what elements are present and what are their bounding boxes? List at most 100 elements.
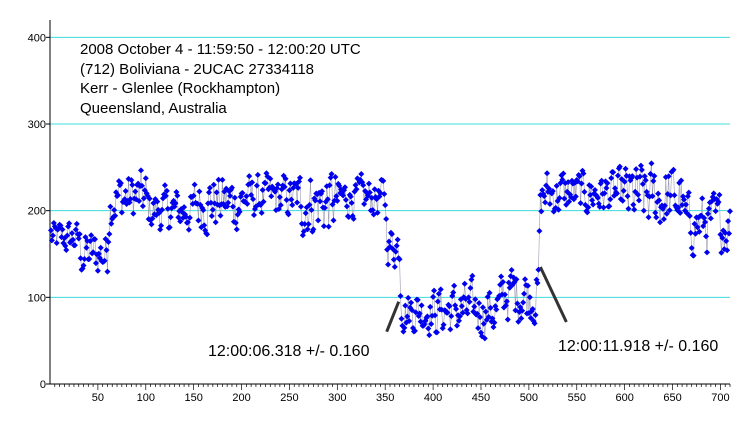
data-point — [128, 177, 135, 184]
data-point — [196, 188, 203, 195]
data-point — [402, 302, 409, 309]
data-point — [417, 318, 424, 325]
data-point — [233, 226, 240, 233]
data-point — [297, 203, 304, 210]
data-point — [486, 289, 493, 296]
data-point — [321, 204, 328, 211]
data-point — [73, 220, 80, 227]
data-point — [53, 240, 60, 247]
annotation-leader-2 — [539, 266, 568, 323]
data-point — [600, 204, 607, 211]
data-point — [48, 237, 55, 244]
data-point — [425, 325, 432, 332]
data-point — [92, 236, 99, 243]
reappearance-time-annotation: 12:00:11.918 +/- 0.160 — [558, 338, 719, 355]
data-point — [115, 192, 121, 199]
data-point — [181, 204, 188, 211]
data-point — [365, 180, 372, 187]
data-point — [405, 294, 412, 301]
data-point — [137, 167, 144, 174]
data-point — [104, 268, 111, 275]
data-point — [519, 307, 526, 314]
data-point — [394, 236, 401, 243]
data-point — [585, 204, 592, 211]
data-point — [190, 192, 197, 199]
data-point — [64, 232, 71, 239]
data-point — [464, 310, 471, 317]
data-point — [677, 209, 684, 216]
data-point — [641, 173, 648, 180]
data-point — [433, 329, 440, 336]
data-point — [167, 214, 174, 221]
data-point — [397, 293, 404, 300]
data-point — [231, 194, 238, 201]
data-point — [258, 209, 265, 216]
data-point — [315, 217, 322, 224]
data-point — [475, 325, 482, 332]
x-tick-label: 650 — [663, 392, 681, 404]
data-point — [588, 183, 595, 190]
data-point — [491, 319, 498, 326]
data-point — [366, 189, 373, 196]
data-point — [614, 172, 621, 179]
data-point — [508, 266, 515, 273]
data-point — [660, 216, 667, 223]
x-tick-label: 300 — [328, 392, 346, 404]
data-point — [724, 247, 731, 254]
data-point — [248, 191, 255, 198]
data-point — [249, 179, 256, 186]
data-point — [671, 192, 678, 199]
data-point — [459, 309, 466, 316]
data-point — [130, 210, 137, 217]
data-point — [69, 230, 76, 237]
data-point — [139, 203, 146, 210]
data-point — [177, 218, 184, 225]
data-point — [319, 188, 325, 195]
data-point — [381, 191, 388, 198]
data-point — [172, 200, 179, 207]
data-point — [243, 193, 250, 200]
data-point — [476, 300, 483, 307]
x-tick-label: 600 — [615, 392, 633, 404]
data-point — [596, 203, 603, 210]
data-point — [480, 320, 487, 327]
data-point — [227, 192, 234, 199]
data-point — [310, 226, 317, 233]
data-point — [529, 306, 536, 313]
data-point — [435, 290, 442, 297]
data-point — [334, 197, 341, 204]
data-point — [416, 310, 423, 317]
data-point — [472, 296, 479, 303]
data-point — [694, 224, 701, 231]
data-point — [455, 317, 462, 324]
data-point — [350, 215, 357, 222]
data-point — [578, 180, 585, 187]
data-point — [653, 214, 660, 221]
data-point — [667, 192, 674, 199]
data-point — [604, 180, 611, 187]
data-point — [696, 228, 703, 235]
data-point — [665, 173, 672, 180]
data-point — [386, 238, 393, 245]
data-point — [358, 171, 365, 178]
data-point — [296, 174, 303, 181]
data-point — [225, 199, 232, 206]
data-point — [212, 219, 219, 226]
data-point — [466, 298, 473, 305]
data-point — [300, 228, 307, 235]
data-point — [140, 195, 147, 202]
data-point — [493, 306, 500, 313]
data-point — [691, 220, 698, 227]
data-point — [638, 166, 645, 173]
data-point — [612, 185, 619, 192]
data-point — [650, 178, 657, 185]
data-point — [63, 247, 70, 254]
data-point — [348, 199, 355, 206]
data-point — [642, 177, 649, 184]
data-point — [705, 205, 712, 212]
data-point — [207, 199, 214, 206]
data-point — [566, 198, 573, 205]
data-point — [382, 202, 389, 209]
data-point — [577, 200, 584, 207]
data-point — [414, 296, 421, 303]
